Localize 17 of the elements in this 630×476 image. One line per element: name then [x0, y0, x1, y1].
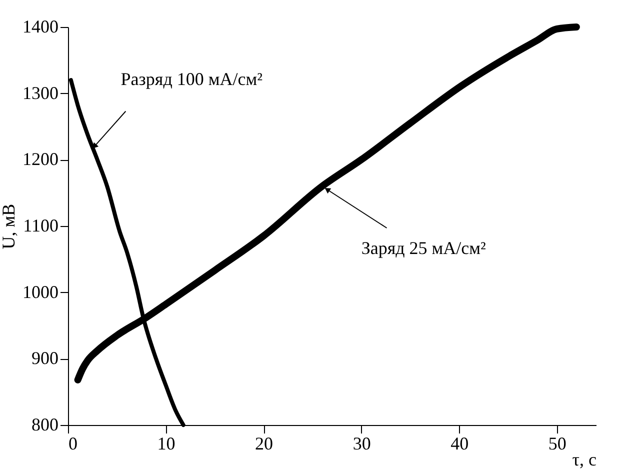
x-tick-label: 10	[157, 434, 176, 454]
x-tick-label: 40	[450, 434, 469, 454]
x-tick-label: 50	[548, 434, 566, 454]
annotation: Заряд 25 мА/см²	[361, 238, 486, 258]
y-tick-label: 1000	[22, 282, 58, 302]
y-tick-label: 800	[32, 414, 58, 434]
y-tick-label: 900	[32, 348, 58, 368]
y-tick-label: 1300	[22, 82, 58, 103]
y-axis-title: U, мВ	[0, 204, 18, 250]
x-tick-label: 20	[255, 434, 274, 454]
x-tick-label: 30	[352, 434, 371, 454]
x-axis-title: τ, с	[572, 450, 596, 470]
y-tick-label: 1100	[23, 216, 58, 236]
y-tick-label: 1400	[22, 16, 58, 36]
y-tick-label: 1200	[22, 149, 58, 170]
annotation: Разряд 100 мА/см²	[120, 69, 263, 90]
x-tick-label: 0	[68, 434, 78, 454]
